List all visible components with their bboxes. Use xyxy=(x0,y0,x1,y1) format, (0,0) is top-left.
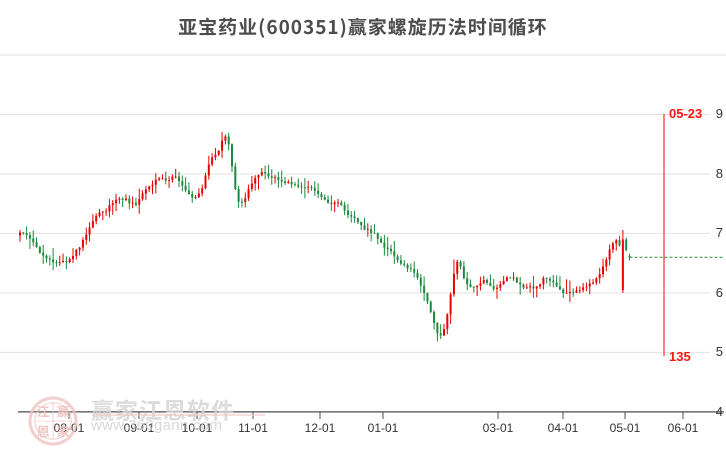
svg-text:江: 江 xyxy=(36,402,49,421)
svg-text:家: 家 xyxy=(56,422,69,441)
svg-text:恩: 恩 xyxy=(36,422,49,441)
svg-text:赢: 赢 xyxy=(56,402,69,421)
